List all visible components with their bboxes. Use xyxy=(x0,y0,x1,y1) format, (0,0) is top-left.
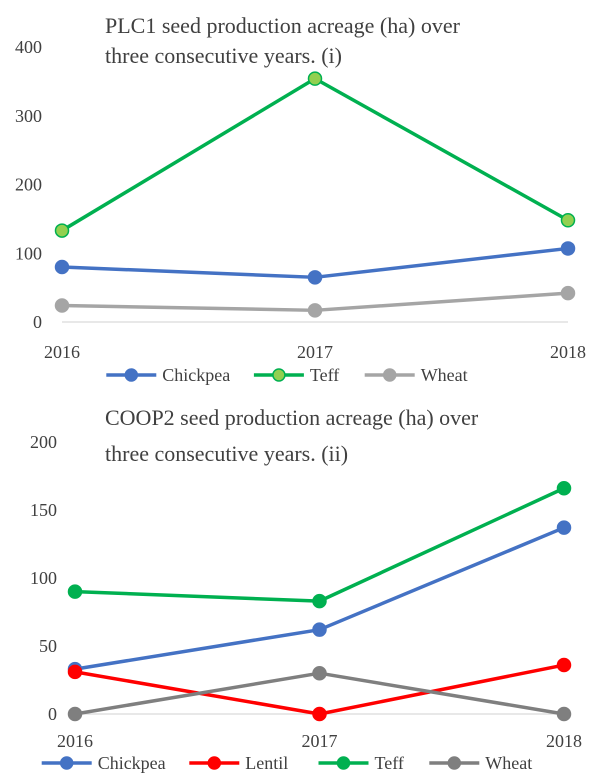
x-tick-label: 2018 xyxy=(546,731,582,751)
series-line-teff xyxy=(73,486,566,603)
legend-label-wheat: Wheat xyxy=(421,365,468,385)
chart-panel-2: COOP2 seed production acreage (ha) over t… xyxy=(30,405,582,773)
y-tick-label: 150 xyxy=(30,500,57,520)
legend-label-chickpea: Chickpea xyxy=(98,753,166,773)
y-tick-label: 0 xyxy=(48,704,57,724)
legend-label-lentil: Lentil xyxy=(245,753,288,773)
legend: Chickpea Lentil Teff Wheat xyxy=(41,753,532,773)
data-point-lentil xyxy=(312,706,327,722)
legend-label-teff: Teff xyxy=(310,365,339,385)
chart-panel-1: PLC1 seed production acreage (ha) over th… xyxy=(15,13,586,385)
legend-marker-wheat xyxy=(447,756,462,770)
chart-title-line: PLC1 seed production acreage (ha) over xyxy=(105,13,461,38)
data-point-teff xyxy=(67,584,83,599)
x-tick-label: 2016 xyxy=(44,342,80,362)
data-point-lentil xyxy=(556,657,572,673)
legend-marker-teff xyxy=(336,756,351,770)
legend-label-teff: Teff xyxy=(375,753,404,773)
data-point-wheat xyxy=(560,285,576,301)
y-tick-label: 100 xyxy=(15,243,42,263)
data-point-wheat xyxy=(307,303,323,318)
data-point-teff xyxy=(54,223,70,238)
y-tick-label: 100 xyxy=(30,568,57,588)
legend-label-wheat: Wheat xyxy=(485,753,532,773)
data-point-teff xyxy=(312,593,327,609)
data-point-chickpea xyxy=(307,270,323,285)
y-tick-label: 200 xyxy=(30,432,57,452)
y-tick-label: 0 xyxy=(33,312,42,332)
x-tick-label: 2017 xyxy=(302,731,338,751)
data-point-chickpea xyxy=(560,241,576,256)
series-line-teff xyxy=(60,76,570,233)
data-point-teff xyxy=(307,71,323,86)
data-point-teff xyxy=(560,213,576,228)
x-tick-label: 2016 xyxy=(57,731,93,751)
data-point-wheat xyxy=(312,665,327,681)
data-point-chickpea xyxy=(54,259,70,275)
data-point-chickpea xyxy=(312,622,327,637)
y-tick-label: 300 xyxy=(15,106,42,126)
data-point-wheat xyxy=(54,298,70,313)
y-tick-label: 50 xyxy=(39,636,57,656)
chart-title-line: three consecutive years. (ii) xyxy=(105,441,348,466)
legend-marker-teff xyxy=(272,368,286,382)
y-tick-label: 400 xyxy=(15,37,42,57)
legend-marker-chickpea xyxy=(59,756,74,770)
data-point-lentil xyxy=(67,664,83,680)
data-point-wheat xyxy=(67,706,83,722)
x-tick-label: 2017 xyxy=(297,342,333,362)
chart-title-line: three consecutive years. (i) xyxy=(105,43,342,68)
legend: Chickpea Teff Wheat xyxy=(106,365,468,385)
legend-label-chickpea: Chickpea xyxy=(162,365,230,385)
legend-marker-wheat xyxy=(382,368,397,382)
legend-marker-chickpea xyxy=(124,368,139,382)
y-tick-label: 200 xyxy=(15,175,42,195)
chart-title-line: COOP2 seed production acreage (ha) over xyxy=(105,405,479,430)
data-point-wheat xyxy=(556,706,572,722)
data-point-chickpea xyxy=(556,520,572,535)
legend-marker-lentil xyxy=(207,756,222,770)
data-point-teff xyxy=(556,480,572,496)
x-tick-label: 2018 xyxy=(550,342,586,362)
